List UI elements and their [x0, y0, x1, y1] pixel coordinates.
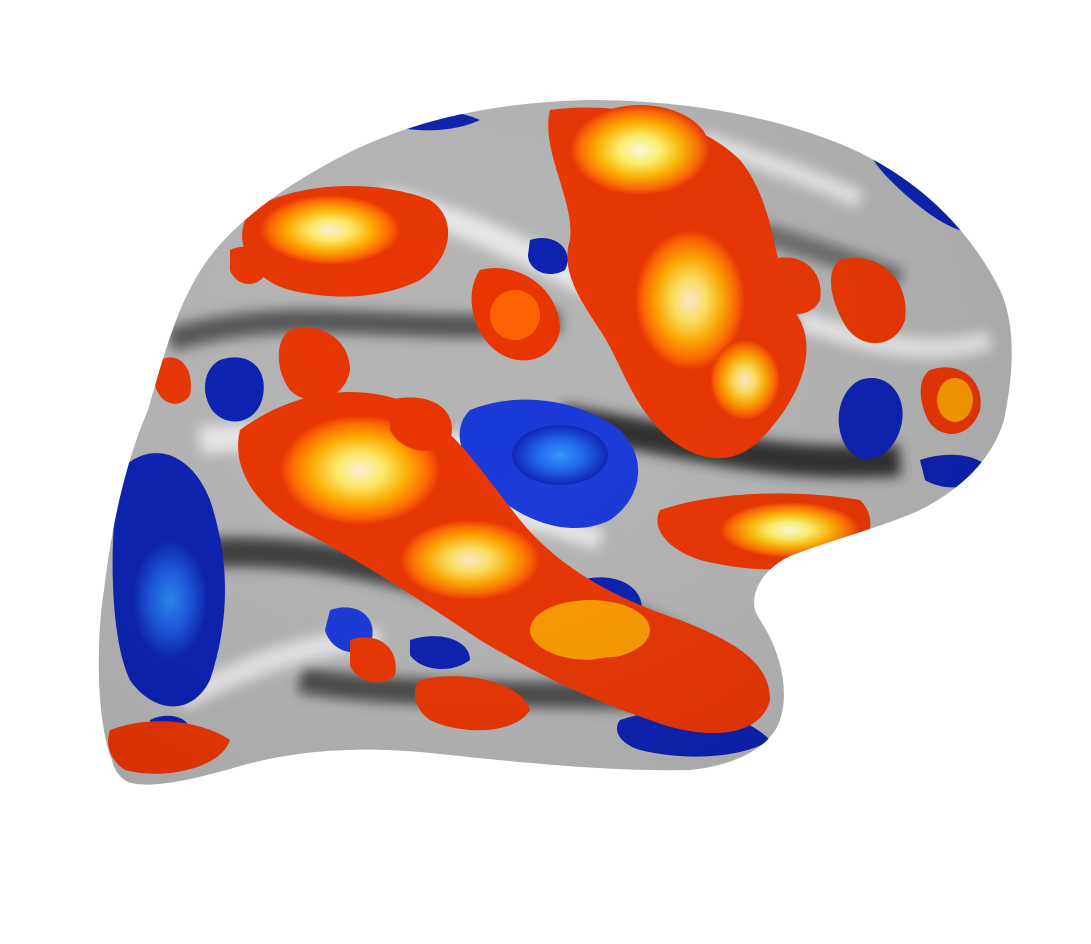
surface-shading: [98, 100, 1012, 785]
render-viewport: [98, 100, 1012, 785]
surface-base: [98, 100, 1012, 785]
brain-surface-render: [98, 100, 1012, 785]
